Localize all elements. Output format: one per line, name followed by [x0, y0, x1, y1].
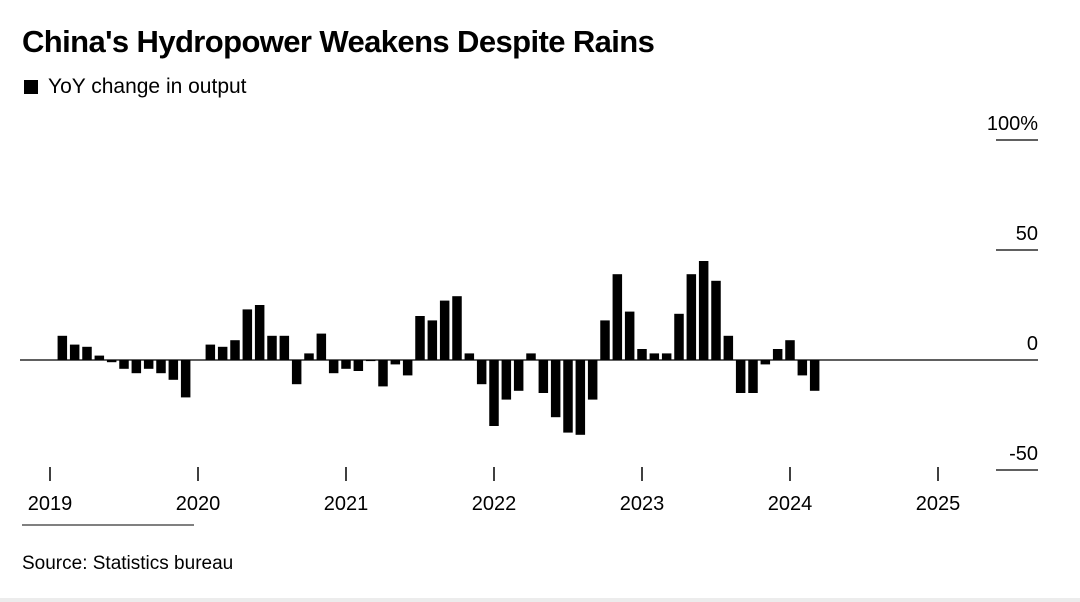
bar	[674, 313, 684, 360]
bar	[501, 360, 512, 400]
x-tick-label: 2022	[472, 493, 517, 515]
y-tick-label: 50	[1016, 223, 1038, 245]
bar	[304, 353, 314, 360]
bar	[661, 353, 672, 360]
bar	[402, 360, 413, 376]
x-tick-label: 2020	[176, 493, 221, 515]
bar	[94, 355, 105, 360]
bar	[230, 340, 240, 360]
bars	[57, 261, 820, 435]
bar	[550, 360, 561, 418]
bar	[328, 360, 339, 374]
x-tick-label: 2023	[620, 493, 665, 515]
bar	[785, 340, 795, 360]
x-axis: 2019 2020 2021 2022 2023 2024 2025	[28, 467, 961, 515]
source-note: Source: Statistics bureau	[22, 553, 234, 574]
bar	[119, 360, 129, 369]
bar	[316, 333, 327, 360]
bar	[341, 360, 351, 369]
bar	[526, 353, 536, 360]
bar	[69, 344, 80, 360]
x-tick-label: 2025	[916, 493, 961, 515]
bar	[143, 360, 154, 369]
bar	[711, 280, 721, 360]
x-tick-label: 2024	[768, 493, 813, 515]
legend-label: YoY change in output	[48, 75, 247, 98]
y-tick-label: 0	[1027, 333, 1038, 355]
bar	[439, 300, 450, 360]
bar	[427, 320, 438, 360]
bar	[57, 335, 68, 360]
bar	[279, 335, 290, 360]
bar	[612, 274, 623, 360]
bar	[698, 261, 709, 360]
bar	[205, 344, 216, 360]
bar	[649, 353, 660, 360]
bar	[587, 360, 598, 400]
bar	[760, 360, 771, 365]
x-tick-label: 2021	[324, 493, 369, 515]
bar	[735, 360, 746, 393]
bar	[476, 360, 487, 385]
bar	[242, 309, 253, 360]
bar	[797, 360, 808, 376]
bar	[452, 296, 462, 360]
bar	[575, 360, 586, 435]
bar	[353, 360, 364, 371]
bar	[600, 320, 610, 360]
bar	[748, 360, 758, 393]
x-tick-label: 2019	[28, 493, 73, 515]
bar	[168, 360, 179, 380]
bar	[267, 335, 277, 360]
bar	[513, 360, 524, 391]
bar	[489, 360, 499, 426]
y-axis: 100% 50 0 -50	[987, 113, 1038, 471]
bar	[415, 316, 425, 360]
bar	[772, 349, 783, 360]
legend: YoY change in output	[24, 75, 247, 99]
bar	[131, 360, 142, 374]
bar	[106, 360, 117, 363]
bar	[686, 274, 697, 360]
bar	[464, 353, 475, 360]
bar	[82, 346, 92, 360]
bar	[809, 360, 820, 391]
bar-chart: 100% 50 0 -50 2019 2020 2021 2022 2023 2024 2025	[20, 113, 1038, 526]
bar	[637, 349, 647, 360]
y-tick-label: 100%	[987, 113, 1038, 135]
bar	[217, 346, 228, 360]
bar	[390, 360, 401, 365]
bar	[180, 360, 191, 398]
y-tick-label: -50	[1009, 443, 1038, 465]
bar	[378, 360, 388, 387]
bar	[156, 360, 166, 374]
bar	[563, 360, 573, 433]
bottom-divider	[0, 598, 1080, 602]
bar	[723, 335, 734, 360]
chart-title: China's Hydropower Weakens Despite Rains	[22, 24, 655, 59]
bar	[291, 360, 302, 385]
bar	[254, 305, 265, 360]
bar	[538, 360, 549, 393]
legend-swatch	[24, 80, 38, 94]
bar	[624, 311, 635, 360]
